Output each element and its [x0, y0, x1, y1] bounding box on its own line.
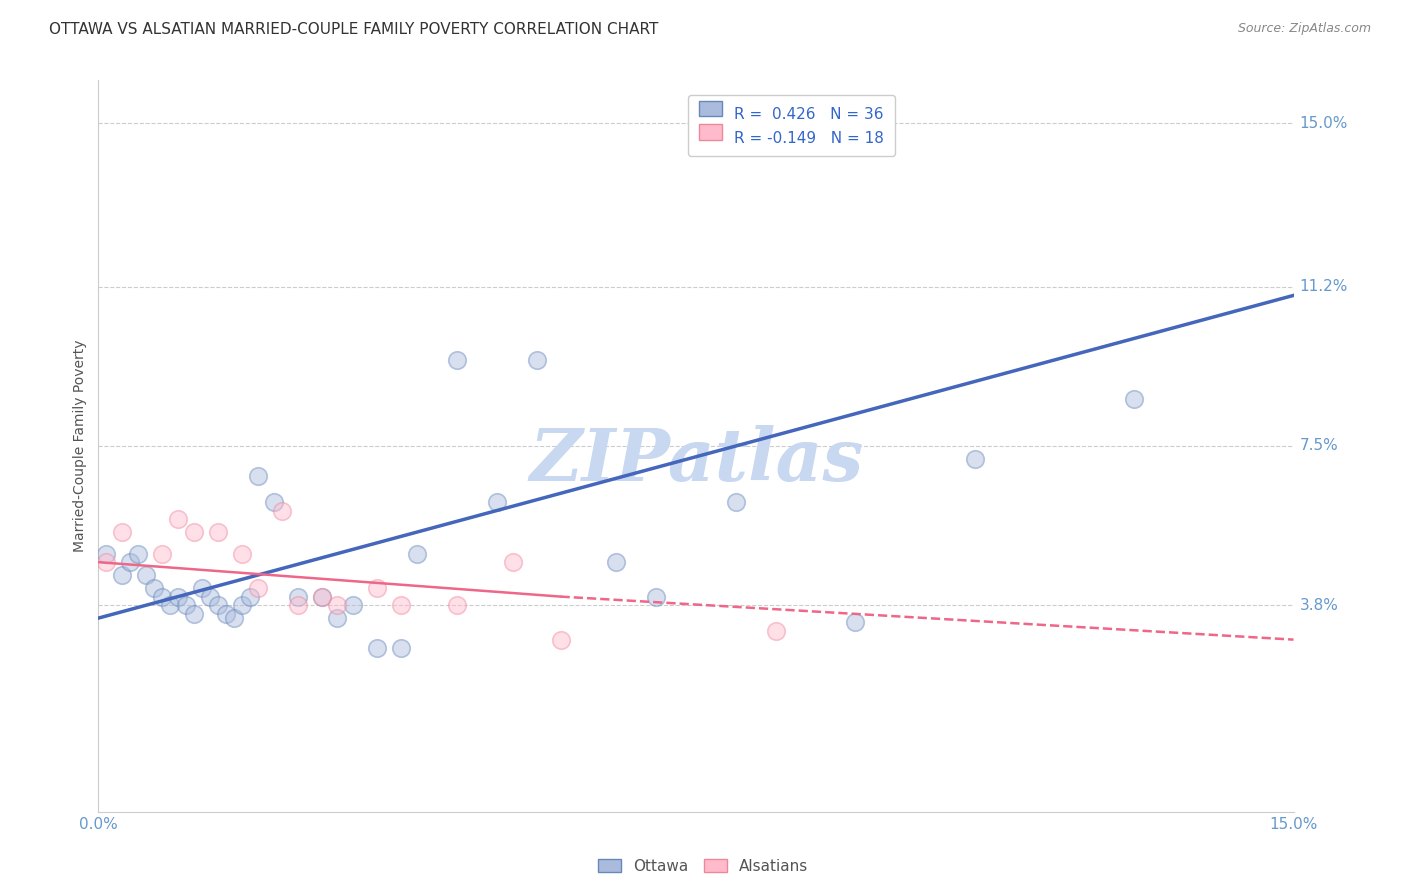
- Point: [96, 547, 118, 561]
- Legend: Ottawa, Alsatians: Ottawa, Alsatians: [592, 853, 814, 880]
- Point: [150, 590, 173, 604]
- Point: [550, 632, 572, 647]
- Point: [183, 524, 205, 539]
- Text: 11.2%: 11.2%: [1299, 279, 1348, 294]
- Point: [485, 495, 508, 509]
- Point: [207, 524, 229, 539]
- Point: [111, 524, 134, 539]
- Point: [231, 598, 253, 612]
- Point: [342, 598, 364, 612]
- Point: [135, 568, 157, 582]
- Point: [96, 555, 118, 569]
- Point: [502, 555, 524, 569]
- Point: [215, 607, 238, 621]
- Point: [222, 611, 245, 625]
- Point: [167, 590, 190, 604]
- Point: [270, 503, 292, 517]
- Point: [765, 624, 787, 638]
- Text: Source: ZipAtlas.com: Source: ZipAtlas.com: [1237, 22, 1371, 36]
- Point: [311, 590, 333, 604]
- Point: [263, 495, 285, 509]
- Text: 15.0%: 15.0%: [1299, 116, 1348, 131]
- Point: [326, 598, 349, 612]
- Point: [389, 641, 412, 656]
- Text: 3.8%: 3.8%: [1299, 598, 1339, 613]
- Point: [645, 590, 668, 604]
- Point: [406, 547, 429, 561]
- Point: [246, 469, 269, 483]
- Point: [143, 581, 166, 595]
- Point: [159, 598, 181, 612]
- Point: [120, 555, 142, 569]
- Point: [526, 353, 548, 368]
- Point: [127, 547, 149, 561]
- Point: [174, 598, 197, 612]
- Point: [1123, 392, 1146, 406]
- Point: [389, 598, 412, 612]
- Point: [366, 641, 388, 656]
- Point: [150, 547, 173, 561]
- Point: [446, 598, 468, 612]
- Legend: R =  0.426   N = 36, R = -0.149   N = 18: R = 0.426 N = 36, R = -0.149 N = 18: [689, 95, 894, 156]
- Point: [167, 512, 190, 526]
- Point: [207, 598, 229, 612]
- Point: [183, 607, 205, 621]
- Point: [963, 451, 986, 466]
- Point: [326, 611, 349, 625]
- Point: [198, 590, 221, 604]
- Point: [239, 590, 262, 604]
- Point: [287, 598, 309, 612]
- Point: [287, 590, 309, 604]
- Point: [446, 353, 468, 368]
- Point: [366, 581, 388, 595]
- Y-axis label: Married-Couple Family Poverty: Married-Couple Family Poverty: [73, 340, 87, 552]
- Point: [191, 581, 214, 595]
- Point: [111, 568, 134, 582]
- Point: [605, 555, 627, 569]
- Point: [246, 581, 269, 595]
- Text: ZIPatlas: ZIPatlas: [529, 425, 863, 496]
- Point: [724, 495, 747, 509]
- Point: [844, 615, 866, 630]
- Text: OTTAWA VS ALSATIAN MARRIED-COUPLE FAMILY POVERTY CORRELATION CHART: OTTAWA VS ALSATIAN MARRIED-COUPLE FAMILY…: [49, 22, 658, 37]
- Point: [311, 590, 333, 604]
- Text: 7.5%: 7.5%: [1299, 439, 1339, 453]
- Point: [231, 547, 253, 561]
